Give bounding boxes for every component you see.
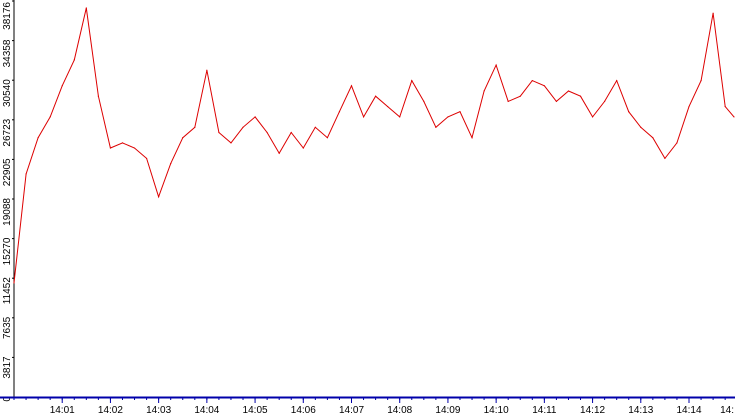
x-tick-label: 14:02 [98, 405, 123, 415]
data-point [145, 157, 148, 160]
data-point [254, 116, 256, 118]
data-point [507, 100, 509, 102]
data-point [242, 126, 244, 128]
data-point [133, 147, 136, 149]
x-tick-label: 14: [720, 405, 734, 415]
data-point [170, 163, 172, 165]
y-tick-label: 22905 [2, 158, 13, 186]
data-point [13, 282, 15, 284]
y-tick-label: 7635 [2, 316, 13, 339]
data-point [338, 111, 341, 113]
data-point [555, 100, 558, 102]
data-point [591, 116, 594, 118]
data-point [218, 131, 220, 134]
y-axis: 0 3817 7635 11452 15270 19088 22905 26723 30540 3… [2, 0, 15, 402]
data-point [350, 85, 353, 87]
data-point [362, 116, 365, 118]
data-point [604, 100, 606, 102]
y-tick-label: 15270 [2, 237, 13, 265]
x-tick-label: 14:03 [146, 405, 171, 415]
data-point [423, 100, 425, 102]
y-tick-label: 26723 [2, 118, 13, 146]
series-line [13, 7, 735, 283]
x-tick-label: 14:11 [532, 405, 557, 415]
data-point [483, 90, 485, 92]
data-point [628, 111, 630, 113]
x-tick-label: 14:07 [339, 405, 364, 415]
data-point [519, 95, 521, 97]
data-point [399, 116, 401, 118]
x-tick-label: 14:08 [387, 405, 412, 415]
data-point [616, 80, 618, 82]
x-tick-label: 14:14 [676, 405, 701, 415]
data-point [640, 126, 642, 128]
data-point [326, 137, 328, 139]
data-point [688, 105, 690, 108]
data-point [182, 137, 184, 139]
data-point [387, 105, 389, 108]
data-point [49, 116, 51, 118]
y-tick-label: 38176 [2, 2, 13, 30]
data-point [459, 111, 461, 113]
data-point [411, 80, 413, 82]
data-point [471, 137, 473, 139]
data-point [712, 12, 714, 14]
data-point [206, 69, 208, 71]
data-point [25, 173, 27, 175]
data-point [543, 85, 545, 87]
x-tick-label: 14:09 [435, 405, 460, 415]
data-point [230, 142, 232, 144]
x-axis: 14:01 14:02 14:03 14:04 14:05 14:06 14:07 14:08… [0, 396, 735, 415]
data-point [266, 131, 268, 134]
data-point [531, 80, 533, 82]
data-point [495, 64, 497, 66]
data-point [314, 126, 316, 128]
data-point [447, 116, 449, 118]
y-tick-label: 0 [2, 396, 13, 402]
data-point [109, 147, 112, 149]
data-point [435, 126, 437, 128]
data-point [375, 95, 377, 97]
x-tick-label: 14:01 [50, 405, 75, 415]
data-point [652, 137, 654, 139]
data-point [700, 80, 702, 82]
x-tick-label: 14:13 [628, 405, 653, 415]
x-tick-label: 14:06 [291, 405, 316, 415]
data-point [579, 95, 582, 97]
data-point [121, 142, 124, 144]
x-tick-label: 14:10 [484, 405, 509, 415]
data-point [61, 85, 63, 87]
data-point [194, 126, 196, 128]
data-point [85, 7, 87, 9]
data-point [676, 142, 678, 144]
data-point [278, 152, 280, 154]
data-point [733, 116, 735, 118]
data-point [302, 147, 304, 149]
y-tick-label: 30540 [2, 79, 13, 107]
y-tick-label: 34358 [2, 39, 13, 67]
data-point [664, 157, 666, 160]
data-point [73, 59, 75, 61]
x-tick-label: 14:04 [194, 405, 219, 415]
y-tick-label: 19088 [2, 198, 13, 226]
data-point [158, 196, 160, 198]
data-point [97, 95, 99, 97]
x-tick-label: 14:12 [580, 405, 605, 415]
y-tick-label: 11452 [2, 277, 13, 305]
y-tick-label: 3817 [2, 356, 13, 379]
data-point [290, 131, 292, 134]
data-point [724, 105, 726, 108]
x-tick-label: 14:05 [243, 405, 268, 415]
data-point [37, 137, 39, 139]
data-point [567, 90, 570, 92]
series-group [13, 7, 735, 284]
